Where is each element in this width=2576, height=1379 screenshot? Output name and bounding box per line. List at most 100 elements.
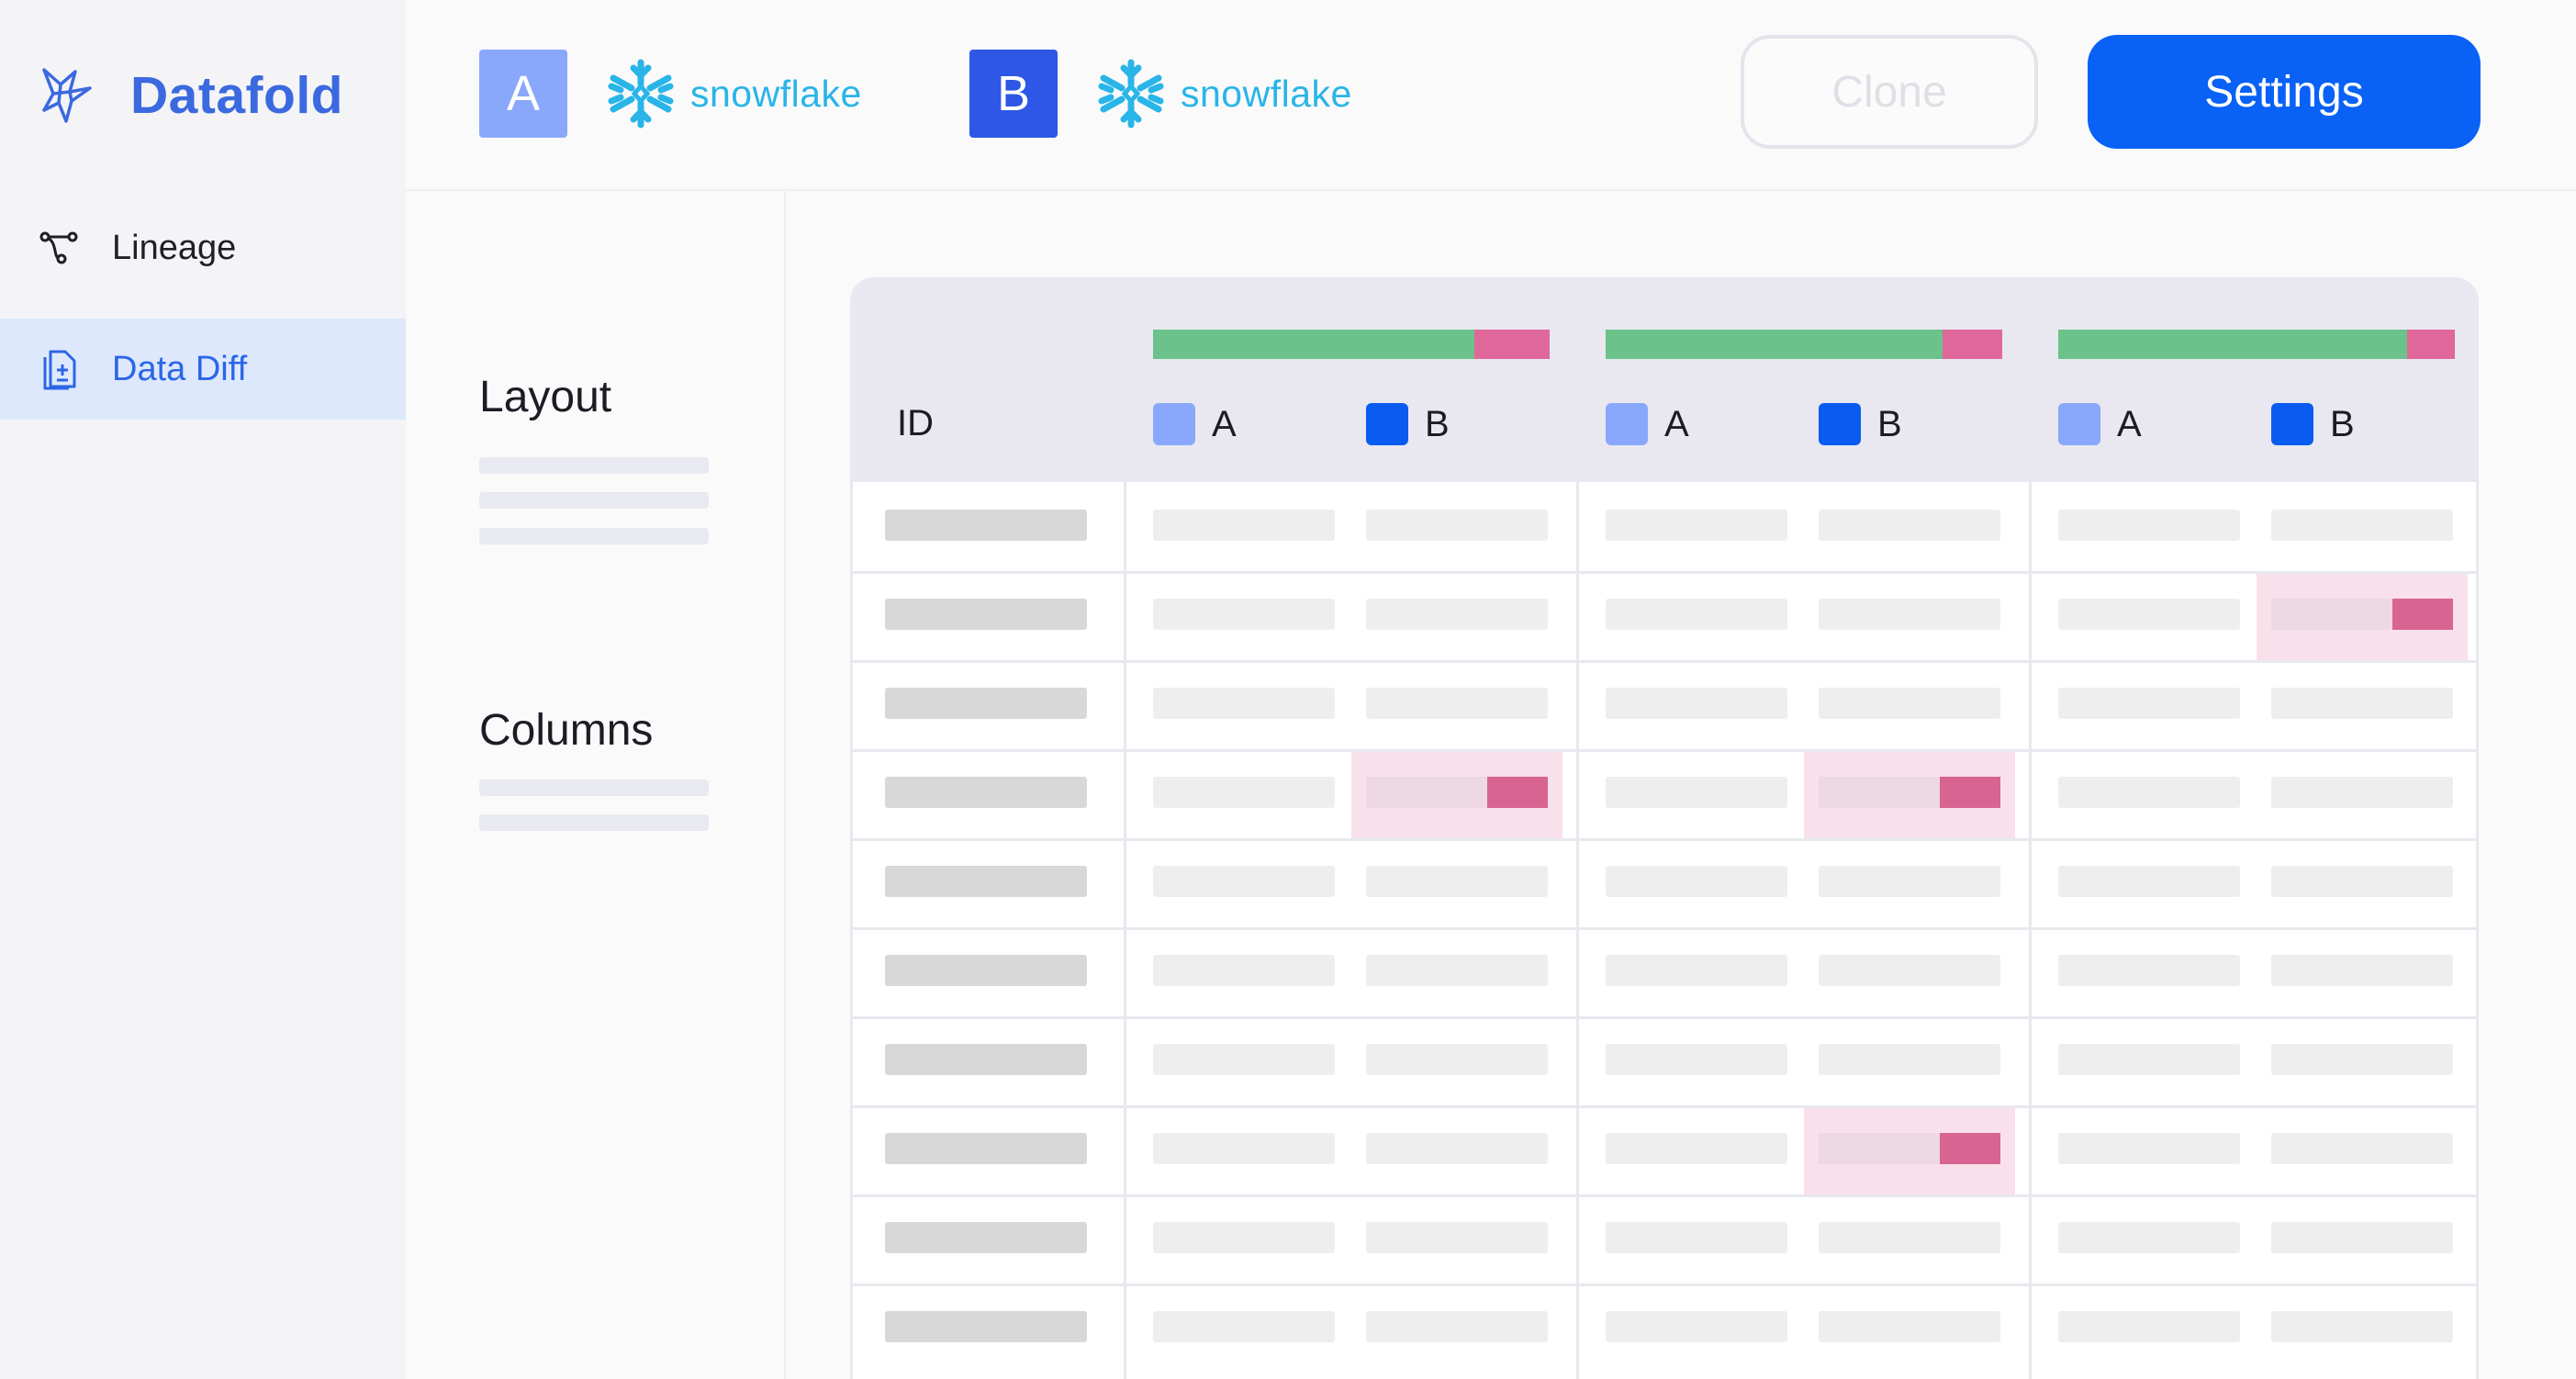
value-cell-a	[1153, 1133, 1335, 1164]
value-cell-a	[2058, 866, 2240, 897]
legend-label: B	[2330, 403, 2355, 444]
value-cell-b	[2271, 1044, 2453, 1075]
diff-sections-panel: Layout Columns	[406, 191, 786, 1379]
row-divider	[853, 660, 2476, 663]
value-cell-a	[1153, 777, 1335, 808]
diff-grid: ID A B A B A B	[850, 277, 2479, 1379]
row-divider	[853, 1194, 2476, 1197]
mismatch-segment	[2407, 330, 2455, 359]
sidebar: Datafold Lineage Data Diff	[0, 0, 406, 1379]
value-cell-b	[1819, 1311, 2000, 1342]
value-cell-b	[1819, 866, 2000, 897]
section-title-layout[interactable]: Layout	[479, 373, 612, 421]
row-divider	[853, 1105, 2476, 1108]
sidebar-item-label: Data Diff	[112, 349, 248, 388]
column-divider	[1576, 482, 1579, 1379]
diff-marker	[1487, 777, 1548, 808]
value-cell-b	[1366, 1222, 1548, 1253]
row-divider	[853, 927, 2476, 930]
value-cell-b	[1366, 688, 1548, 719]
value-cell-a	[1153, 599, 1335, 630]
clone-button[interactable]: Clone	[1741, 35, 2038, 149]
value-cell-b	[1819, 1222, 2000, 1253]
value-cell-b	[1819, 510, 2000, 541]
value-cell-b	[1366, 1044, 1548, 1075]
id-cell-placeholder	[885, 866, 1087, 897]
row-divider	[853, 1284, 2476, 1286]
value-cell-a	[2058, 955, 2240, 986]
value-cell-b	[2271, 866, 2453, 897]
legend-label: A	[2117, 403, 2142, 444]
column-divider	[1124, 482, 1126, 1379]
datafold-logo-icon	[42, 68, 92, 123]
sidebar-item-lineage[interactable]: Lineage	[0, 197, 406, 298]
mismatch-segment	[1474, 330, 1550, 359]
warehouse-name: snowflake	[690, 72, 862, 115]
source-a-swatch	[1153, 403, 1195, 445]
snowflake-logo: snowflake	[1094, 57, 1352, 130]
placeholder-line	[479, 779, 709, 796]
sidebar-item-data-diff[interactable]: Data Diff	[0, 319, 406, 420]
id-column-header: ID	[897, 403, 934, 443]
value-cell-a	[1606, 955, 1787, 986]
brand-name: Datafold	[130, 66, 343, 125]
legend-source-b: B	[1366, 403, 1450, 445]
value-cell-a	[1153, 866, 1335, 897]
legend-source-a: A	[2058, 403, 2142, 445]
brand[interactable]: Datafold	[39, 59, 343, 132]
value-cell-b	[1819, 955, 2000, 986]
value-cell-b	[2271, 688, 2453, 719]
source-b-swatch	[2271, 403, 2313, 445]
value-cell-b-diff	[1366, 777, 1548, 808]
mismatch-segment	[1943, 330, 2002, 359]
section-title-columns[interactable]: Columns	[479, 706, 654, 755]
value-cell-a	[1606, 599, 1787, 630]
placeholder-line	[479, 528, 709, 544]
value-cell-a	[2058, 1044, 2240, 1075]
value-cell-a	[1606, 866, 1787, 897]
id-cell-placeholder	[885, 1222, 1087, 1253]
diff-marker	[2392, 599, 2453, 630]
legend-source-b: B	[1819, 403, 1902, 445]
header: A snowflake B snowflake Clone Settings	[406, 0, 2576, 191]
value-cell-b	[1819, 599, 2000, 630]
row-divider	[853, 1016, 2476, 1019]
value-cell-b	[2271, 1222, 2453, 1253]
column-diff-summary-bar	[1153, 330, 1550, 359]
row-divider	[853, 838, 2476, 841]
legend-label: B	[1877, 403, 1902, 444]
row-divider	[853, 749, 2476, 752]
snowflake-icon	[608, 59, 674, 129]
placeholder-line	[479, 457, 709, 474]
value-cell-a	[1153, 1222, 1335, 1253]
value-cell-b-diff	[1819, 777, 2000, 808]
value-cell-a	[1153, 1044, 1335, 1075]
value-cell-b	[2271, 1311, 2453, 1342]
value-cell-b	[1366, 866, 1548, 897]
value-cell-a	[2058, 510, 2240, 541]
value-cell-b	[2271, 1133, 2453, 1164]
connection-a[interactable]: A snowflake	[479, 50, 862, 138]
value-cell-a	[1606, 1222, 1787, 1253]
file-diff-icon	[39, 348, 81, 390]
diff-marker	[1940, 777, 2000, 808]
id-cell-placeholder	[885, 1311, 1087, 1342]
source-a-swatch	[1606, 403, 1648, 445]
value-cell-b	[1366, 510, 1548, 541]
id-cell-placeholder	[885, 688, 1087, 719]
id-cell-placeholder	[885, 510, 1087, 541]
value-cell-a	[1153, 955, 1335, 986]
legend-label: A	[1664, 403, 1689, 444]
connection-b[interactable]: B snowflake	[969, 50, 1352, 138]
source-b-badge: B	[969, 50, 1058, 138]
source-b-swatch	[1819, 403, 1861, 445]
source-b-swatch	[1366, 403, 1408, 445]
value-cell-b	[1366, 1311, 1548, 1342]
id-cell-placeholder	[885, 1044, 1087, 1075]
value-cell-a	[2058, 1133, 2240, 1164]
placeholder-line	[479, 492, 709, 509]
value-cell-a	[2058, 777, 2240, 808]
settings-button[interactable]: Settings	[2088, 35, 2481, 149]
legend-label: A	[1212, 403, 1237, 444]
lineage-icon	[39, 227, 81, 269]
